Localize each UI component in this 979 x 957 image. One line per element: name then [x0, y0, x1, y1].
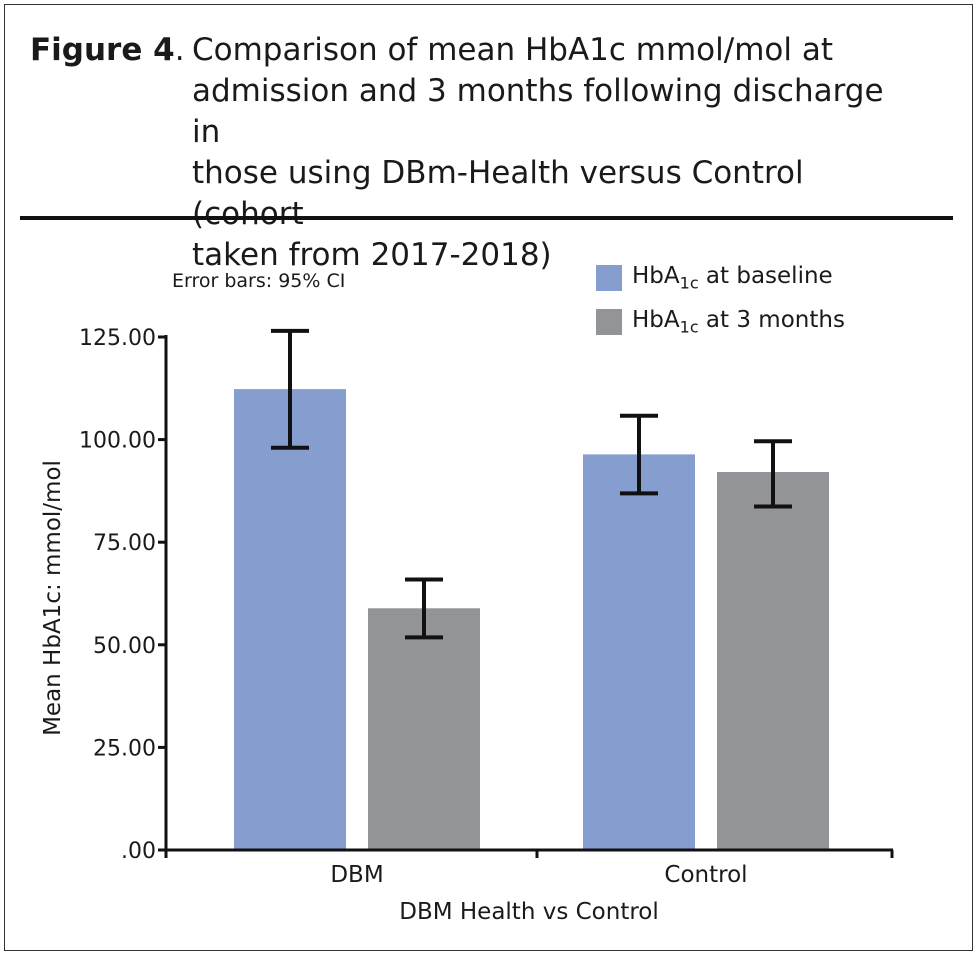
bar-baseline-control: [583, 454, 695, 850]
y-tick-label: 75.00: [93, 531, 156, 556]
caption-line: Comparison of mean HbA1c mmol/mol at: [192, 32, 833, 68]
legend-item-3-months: HbA1c at 3 months: [596, 306, 845, 338]
legend-item-baseline: HbA1c at baseline: [596, 262, 845, 294]
legend-label-3-months: HbA1c at 3 months: [632, 307, 845, 337]
title-divider: [20, 216, 953, 220]
y-axis-title: Mean HbA1c: mmol/mol: [40, 460, 66, 736]
caption-line: those using DBm-Health versus Control (c…: [192, 155, 804, 232]
figure-label: Figure 4.: [30, 32, 185, 68]
legend-swatch-3-months: [596, 309, 622, 335]
legend-label-baseline: HbA1c at baseline: [632, 263, 833, 293]
caption-line: taken from 2017-2018): [192, 237, 552, 273]
y-tick-label: .00: [121, 839, 156, 864]
error-bar-note: Error bars: 95% CI: [172, 270, 346, 292]
y-tick-label: 25.00: [93, 736, 156, 761]
y-tick-label: 125.00: [79, 326, 156, 351]
caption-line: admission and 3 months following dischar…: [192, 73, 884, 150]
x-tick-label: Control: [664, 862, 747, 888]
figure-caption: Comparison of mean HbA1c mmol/mol at adm…: [192, 30, 892, 276]
bar-3-months-control: [717, 472, 829, 850]
x-axis-title: DBM Health vs Control: [399, 899, 659, 925]
figure-frame: [4, 4, 973, 951]
legend-swatch-baseline: [596, 265, 622, 291]
x-tick-label: DBM: [330, 862, 383, 888]
bar-baseline-dbm: [234, 389, 346, 850]
bar-3-months-dbm: [368, 608, 480, 850]
y-tick-label: 100.00: [79, 429, 156, 454]
chart-legend: HbA1c at baseline HbA1c at 3 months: [596, 262, 845, 350]
y-tick-label: 50.00: [93, 634, 156, 659]
